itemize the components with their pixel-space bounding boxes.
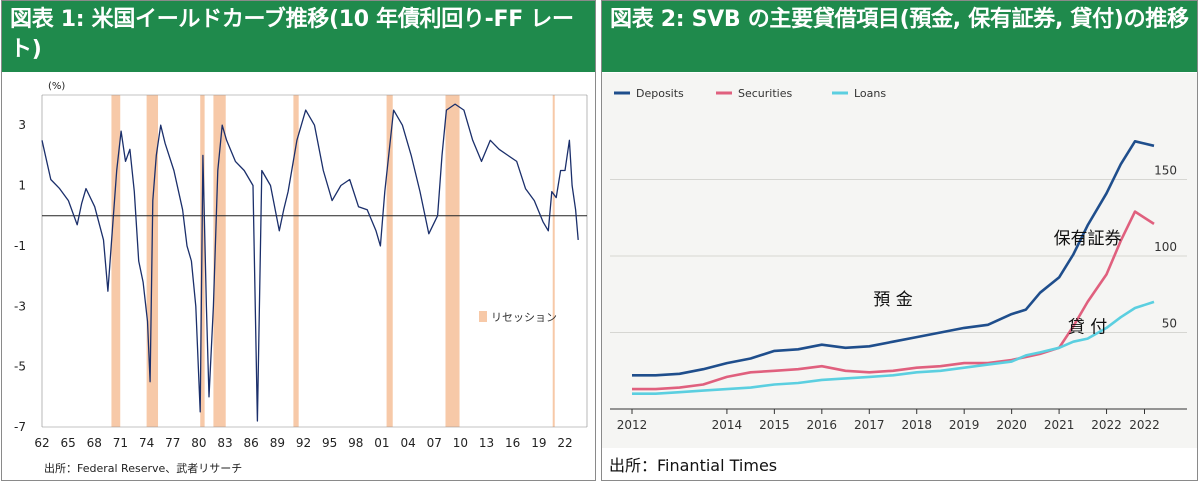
- x-tick-label: 68: [87, 436, 102, 450]
- y-tick-label: 150: [1154, 164, 1177, 178]
- legend-label-loans: Loans: [854, 87, 886, 100]
- y-tick-label: -1: [14, 239, 26, 253]
- left-chart-source: 出所：Federal Reserve、武者リサーチ: [44, 462, 243, 475]
- x-tick-label: 92: [296, 436, 311, 450]
- x-tick-label: 2016: [807, 418, 838, 432]
- x-tick-label: 22: [557, 436, 572, 450]
- right-chart-source: 出所：Finantial Times: [609, 456, 778, 475]
- y-axis-unit-label: (%): [48, 81, 65, 92]
- y-tick-label: 1: [18, 179, 26, 193]
- x-tick-label: 2017: [854, 418, 885, 432]
- y-tick-label: -3: [14, 299, 26, 313]
- yield-spread-line: [41, 103, 579, 422]
- legend-label-deposits: Deposits: [636, 87, 684, 100]
- series-line-deposits: [632, 140, 1155, 377]
- x-tick-label: 2018: [901, 418, 932, 432]
- x-tick-label: 65: [61, 436, 76, 450]
- annotation-loans: 貸 付: [1068, 318, 1107, 338]
- x-tick-label: 2022: [1091, 418, 1122, 432]
- x-tick-label: 16: [505, 436, 520, 450]
- x-tick-label: 83: [217, 436, 232, 450]
- x-tick-label: 71: [113, 436, 128, 450]
- x-tick-label: 2021: [1044, 418, 1075, 432]
- recession-band-4: [293, 95, 299, 427]
- recession-band-5: [386, 95, 393, 427]
- x-tick-label: 80: [191, 436, 206, 450]
- x-tick-label: 2022: [1129, 418, 1160, 432]
- x-tick-label: 77: [165, 436, 180, 450]
- x-tick-label: 2015: [759, 418, 790, 432]
- y-tick-label: -5: [14, 360, 26, 374]
- x-tick-label: 2012: [617, 418, 648, 432]
- recession-band-6: [445, 95, 460, 427]
- annotation-securities: 保有証券: [1054, 229, 1122, 249]
- x-tick-label: 86: [244, 436, 259, 450]
- recession-band-7: [552, 95, 555, 427]
- legend-swatch-recession: [479, 311, 487, 322]
- series-line-securities: [632, 210, 1155, 391]
- x-tick-label: 04: [400, 436, 415, 450]
- right-chart-panel: 図表 2: SVB の主要貸借項目(預金, 保有証券, 貸付)の推移 50 100…: [601, 0, 1198, 481]
- x-tick-label: 95: [322, 436, 337, 450]
- x-tick-label: 74: [139, 436, 154, 450]
- recession-band-0: [111, 95, 121, 427]
- annotation-deposits: 預 金: [873, 290, 912, 310]
- recession-band-3: [213, 95, 226, 427]
- legend-label-securities: Securities: [738, 87, 792, 100]
- left-chart-panel: 図表 1: 米国イールドカーブ推移(10 年債利回り-FF レート) 3 1 -1 -…: [1, 0, 596, 481]
- right-chart-plot: 50 100 150 2012 2014 2015 2016 2017 2018 2019 2020…: [602, 73, 1197, 448]
- x-tick-label: 62: [34, 436, 49, 450]
- x-tick-label: 10: [453, 436, 468, 450]
- x-tick-label: 2019: [949, 418, 980, 432]
- x-tick-label: 98: [348, 436, 363, 450]
- left-chart-plot: 3 1 -1 -3 -5 -7 (%) 62 65 68 71 74 77 80 83 86 89 92 95 98 0…: [14, 81, 588, 450]
- y-tick-label: 3: [18, 118, 26, 132]
- x-tick-label: 19: [531, 436, 546, 450]
- x-tick-label: 13: [479, 436, 494, 450]
- y-tick-label: 100: [1154, 240, 1177, 254]
- x-tick-label: 2020: [996, 418, 1027, 432]
- x-tick-label: 89: [270, 436, 285, 450]
- y-tick-label: -7: [14, 420, 26, 434]
- x-tick-label: 01: [374, 436, 389, 450]
- series-line-loans: [632, 300, 1155, 396]
- x-tick-label: 07: [427, 436, 442, 450]
- right-chart-title: 図表 2: SVB の主要貸借項目(預金, 保有証券, 貸付)の推移: [602, 1, 1197, 72]
- x-tick-label: 2014: [712, 418, 743, 432]
- legend-label-recession: リセッション: [491, 311, 557, 324]
- left-chart-title: 図表 1: 米国イールドカーブ推移(10 年債利回り-FF レート): [2, 1, 595, 72]
- y-tick-label: 50: [1162, 317, 1177, 331]
